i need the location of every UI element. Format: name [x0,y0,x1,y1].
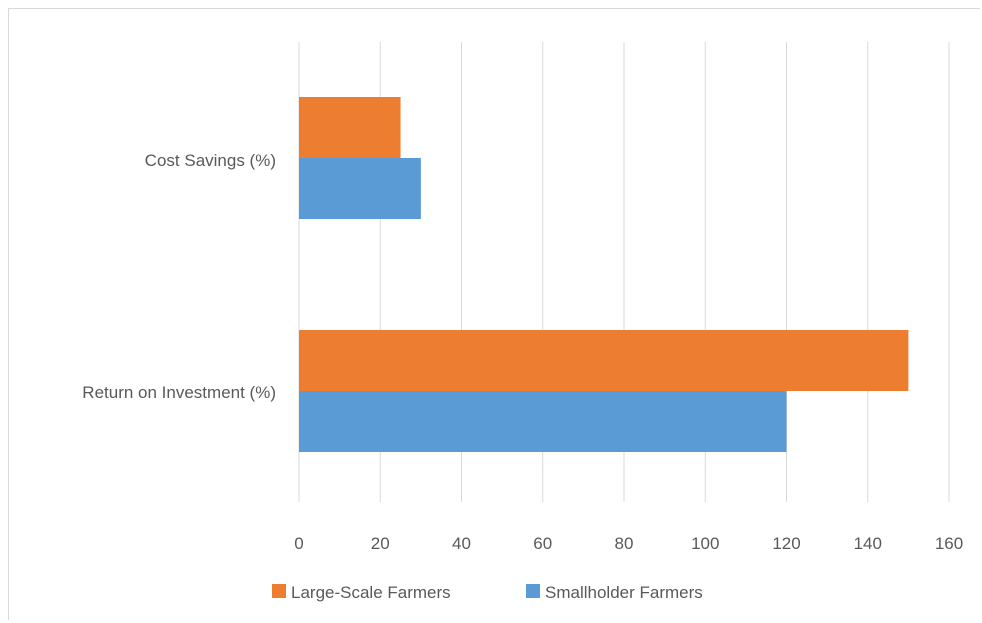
chart-frame [8,8,980,620]
legend-swatch-smallholder [526,584,540,598]
x-tick-label-160: 160 [935,534,963,553]
bar-smallholder-cost-savings [299,158,421,219]
x-tick-label-120: 120 [772,534,800,553]
category-label-roi: Return on Investment (%) [82,383,276,402]
legend-swatch-large-scale [272,584,286,598]
legend-label-large-scale: Large-Scale Farmers [291,583,451,602]
bar-large-scale-cost-savings [299,97,401,158]
bar-smallholder-roi [299,391,787,452]
bars [299,97,909,452]
x-tick-label-100: 100 [691,534,719,553]
x-tick-label-40: 40 [452,534,471,553]
x-axis-tick-labels: 0 20 40 60 80 100 120 140 160 [294,534,963,553]
category-label-cost-savings: Cost Savings (%) [145,151,276,170]
bar-large-scale-roi [299,330,909,391]
x-tick-label-0: 0 [294,534,303,553]
category-labels: Cost Savings (%) Return on Investment (%… [82,151,276,402]
legend-label-smallholder: Smallholder Farmers [545,583,703,602]
x-tick-label-60: 60 [533,534,552,553]
x-tick-label-20: 20 [371,534,390,553]
x-tick-label-140: 140 [854,534,882,553]
legend: Large-Scale Farmers Smallholder Farmers [272,583,703,602]
x-tick-label-80: 80 [615,534,634,553]
